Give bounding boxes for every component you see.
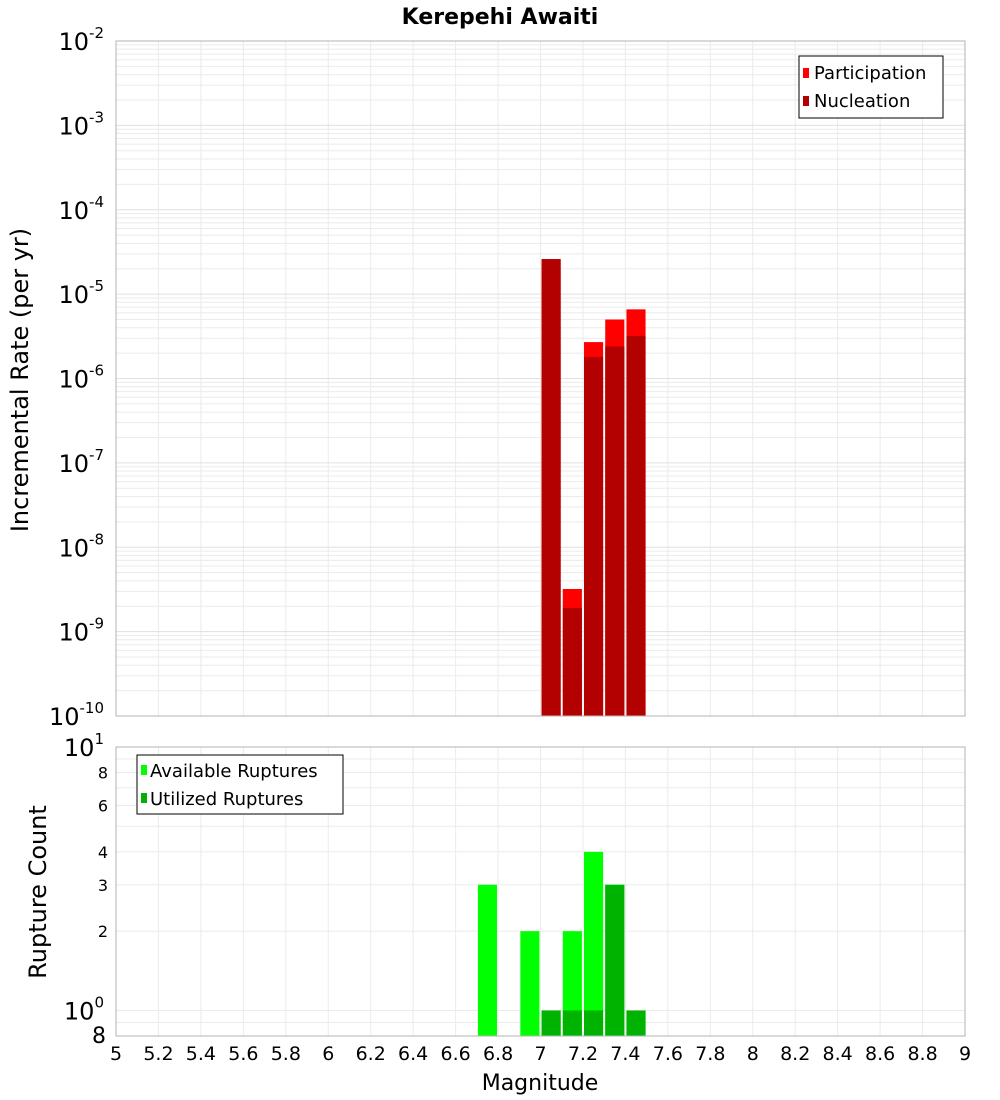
bottom-y-tick-label-minor: 8 [98, 764, 108, 783]
x-tick-label: 7.4 [610, 1043, 640, 1065]
x-tick-label: 8 [747, 1043, 759, 1065]
bottom-y-tick-label-minor: 8 [92, 1024, 106, 1049]
bar-nucleation-m7.35 [605, 346, 625, 716]
x-tick-labels: 5 5.2 5.4 5.6 5.8 6 6.2 6.4 6.6 6.8 7 7.2 7.4 7.6 7.8 8… [110, 1043, 971, 1065]
bar-utilized-ruptures-m7.45 [626, 1010, 646, 1036]
x-tick-label: 7 [534, 1043, 546, 1065]
bottom-legend: Available Ruptures Utilized Ruptures [136, 754, 344, 815]
top-y-tick-labels: 10-10 10-9 10-8 10-7 10-6 10-5 10-4 10-3 10-2 [49, 24, 104, 731]
x-tick-label: 7.6 [653, 1043, 683, 1065]
legend-swatch-nucleation [803, 96, 809, 106]
bottom-legend-box [136, 754, 344, 815]
legend-label-participation: Participation [814, 63, 926, 84]
x-tick-label: 5.2 [143, 1043, 173, 1065]
x-tick-label: 9 [959, 1043, 971, 1065]
top-plot: 10-10 10-9 10-8 10-7 10-6 10-5 10-4 10-3 10-2 In… [6, 24, 966, 731]
bar-utilized-ruptures-m7.05 [541, 1010, 561, 1036]
legend-swatch-participation [803, 68, 809, 78]
bottom-y-tick-label-minor: 3 [98, 876, 108, 895]
bar-available-ruptures-m7.25 [584, 851, 604, 1036]
bar-available-ruptures-m6.95 [520, 931, 540, 1036]
top-legend-box [798, 55, 944, 119]
top-y-tick-label: 10-8 [58, 530, 104, 562]
top-plot-border [115, 40, 966, 717]
top-bars [541, 259, 646, 716]
top-y-tick-label: 10-7 [58, 446, 104, 478]
bar-utilized-ruptures-m7.15 [562, 1010, 582, 1036]
x-tick-label: 7.8 [695, 1043, 725, 1065]
chart-title: Kerepehi Awaiti [402, 5, 599, 30]
top-y-tick-label: 10-10 [49, 699, 104, 731]
x-tick-label: 6.8 [483, 1043, 513, 1065]
bar-nucleation-m7.25 [584, 356, 604, 716]
bar-nucleation-m7.45 [626, 335, 646, 716]
x-tick-label: 5.6 [228, 1043, 258, 1065]
x-tick-label: 5.8 [271, 1043, 301, 1065]
bar-available-ruptures-m6.75 [477, 884, 497, 1036]
x-tick-label: 5.4 [186, 1043, 216, 1065]
bar-nucleation-m7.05 [541, 259, 561, 716]
x-axis-label: Magnitude [482, 1071, 599, 1096]
bar-utilized-ruptures-m7.25 [584, 1010, 604, 1036]
x-tick-label: 5 [110, 1043, 122, 1065]
bottom-bars [477, 851, 646, 1036]
top-y-axis-label: Incremental Rate (per yr) [6, 228, 34, 532]
legend-label-utilized-ruptures: Utilized Ruptures [150, 789, 303, 810]
legend-label-nucleation: Nucleation [814, 91, 910, 112]
bottom-y-axis-label: Rupture Count [24, 805, 52, 979]
top-y-tick-label: 10-3 [58, 108, 104, 140]
top-y-tick-label: 10-6 [58, 362, 104, 394]
bottom-y-tick-label-minor: 4 [98, 843, 108, 862]
bar-utilized-ruptures-m7.35 [605, 884, 625, 1036]
x-tick-label: 6 [322, 1043, 334, 1065]
top-legend: Participation Nucleation [798, 55, 944, 119]
top-y-tick-label: 10-2 [58, 24, 104, 56]
bottom-y-tick-label-minor: 2 [98, 922, 108, 941]
legend-label-available-ruptures: Available Ruptures [150, 761, 318, 782]
x-tick-label: 8.8 [907, 1043, 937, 1065]
bottom-y-tick-label-major: 100 [64, 993, 104, 1025]
top-y-tick-label: 10-5 [58, 277, 104, 309]
x-tick-label: 7.2 [568, 1043, 598, 1065]
legend-swatch-utilized-ruptures [141, 793, 147, 803]
bottom-y-tick-label-major: 101 [64, 730, 104, 762]
top-y-tick-label: 10-9 [58, 615, 104, 647]
x-tick-label: 6.4 [398, 1043, 428, 1065]
bottom-y-tick-label-minor: 6 [98, 796, 108, 815]
bar-nucleation-m7.15 [562, 608, 582, 716]
x-tick-label: 6.6 [440, 1043, 470, 1065]
top-gridlines [115, 41, 966, 717]
top-y-tick-label: 10-4 [58, 193, 104, 225]
x-tick-label: 8.2 [780, 1043, 810, 1065]
x-tick-label: 8.4 [823, 1043, 853, 1065]
legend-swatch-available-ruptures [141, 765, 147, 775]
bottom-plot-border [115, 746, 966, 1037]
x-tick-label: 8.6 [865, 1043, 895, 1065]
x-tick-label: 6.2 [356, 1043, 386, 1065]
bar-available-ruptures-m7.15 [562, 931, 582, 1036]
